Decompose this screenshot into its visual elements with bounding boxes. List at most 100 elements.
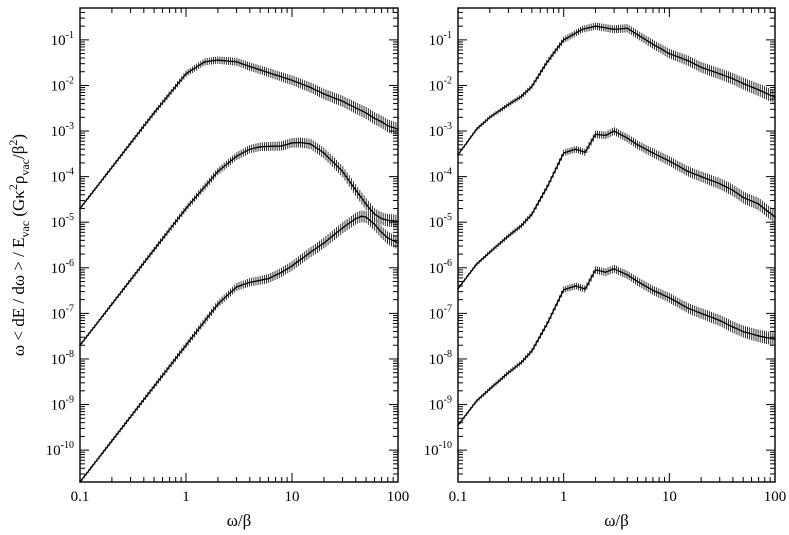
data-point xyxy=(355,107,357,109)
data-point xyxy=(267,277,270,280)
data-point xyxy=(267,145,270,148)
y-tick-label: 10-2 xyxy=(429,75,452,94)
x-tick-label: 100 xyxy=(764,489,787,505)
data-point xyxy=(757,89,760,91)
data-point xyxy=(380,217,383,220)
data-point xyxy=(613,130,615,132)
data-point xyxy=(687,170,689,173)
data-point xyxy=(626,27,629,30)
y-tick-label: 10-9 xyxy=(51,395,74,414)
x-tick-label: 0.1 xyxy=(71,489,90,505)
data-point xyxy=(397,220,399,223)
y-tick-label: 10-9 xyxy=(429,395,452,414)
data-point xyxy=(732,189,734,192)
data-point xyxy=(562,39,565,41)
data-point xyxy=(373,213,376,215)
data-point xyxy=(355,189,357,192)
data-point xyxy=(79,481,81,483)
data-point xyxy=(373,117,376,120)
series-line xyxy=(79,215,399,483)
data-point xyxy=(386,219,389,222)
y-tick-label: 10-1 xyxy=(429,30,452,49)
x-tick-label: 1 xyxy=(560,489,568,505)
data-point xyxy=(259,146,261,148)
data-point xyxy=(507,371,510,374)
data-point xyxy=(457,154,459,156)
data-point xyxy=(742,196,744,199)
data-point xyxy=(365,203,367,205)
data-point xyxy=(613,28,615,31)
series-line xyxy=(79,141,399,346)
data-point xyxy=(757,335,760,337)
data-point xyxy=(718,182,721,185)
series-2 xyxy=(79,137,399,347)
y-tick-label: 10-8 xyxy=(51,349,74,368)
data-point xyxy=(636,33,639,36)
data-point xyxy=(700,175,702,178)
data-point xyxy=(594,25,597,27)
x-tick-label: 100 xyxy=(387,489,410,505)
data-point xyxy=(380,231,383,234)
y-tick-label: 10-3 xyxy=(429,121,452,140)
x-axis-label: ω/β xyxy=(604,511,629,530)
data-point xyxy=(323,93,325,95)
data-point xyxy=(355,217,357,220)
x-tick-label: 10 xyxy=(285,489,300,505)
data-point xyxy=(79,344,81,347)
right-panel: 0.1 1 10 100 10-10 10-9 10-8 10-7 10-6 10-5 10-4 10… xyxy=(424,7,787,530)
data-point xyxy=(652,43,654,46)
data-point xyxy=(531,85,533,88)
data-point xyxy=(291,142,293,144)
data-point xyxy=(217,303,219,305)
series-3 xyxy=(79,210,399,483)
data-point xyxy=(668,296,671,299)
data-point xyxy=(380,120,383,123)
y-tick-label: 10-10 xyxy=(46,440,74,459)
data-point xyxy=(274,74,277,76)
data-point xyxy=(299,141,302,144)
left-panel: 0.1 1 10 100 10-10 10-9 10-8 10-7 10-6 10-5 10-4 10… xyxy=(46,7,410,530)
data-point xyxy=(668,160,671,162)
data-point xyxy=(584,288,587,290)
data-point xyxy=(718,319,721,322)
data-point xyxy=(185,73,187,75)
plot-frame xyxy=(79,7,399,483)
y-axis-label: ω < dE / dω > / Evac (Gκ2ρvac/β2) xyxy=(6,134,32,356)
data-point xyxy=(613,268,615,270)
series-2 xyxy=(457,127,776,290)
data-point xyxy=(291,79,293,82)
y-tick-label: 10-4 xyxy=(429,167,452,186)
data-point xyxy=(249,65,251,68)
data-point xyxy=(546,185,549,188)
data-point xyxy=(475,263,478,265)
data-point xyxy=(636,280,639,283)
y-tick-label: 10-2 xyxy=(51,75,74,94)
x-axis-label: ω/β xyxy=(227,511,252,530)
data-point xyxy=(475,128,478,130)
data-point xyxy=(594,133,597,136)
data-point xyxy=(732,326,734,328)
data-point xyxy=(574,148,577,150)
data-point xyxy=(475,400,478,402)
data-point xyxy=(489,388,491,390)
y-tick-label: 10-4 xyxy=(51,167,74,186)
data-point xyxy=(652,152,654,154)
y-tick-label: 10-8 xyxy=(429,349,452,368)
series-1 xyxy=(457,22,776,156)
data-point xyxy=(742,82,744,85)
data-point xyxy=(594,269,597,271)
y-tick-label: 10-5 xyxy=(51,212,74,231)
data-point xyxy=(687,307,689,309)
data-point xyxy=(668,52,671,55)
data-point xyxy=(365,112,367,114)
data-point xyxy=(309,251,312,253)
data-point xyxy=(323,152,325,154)
data-point xyxy=(280,271,283,274)
series-line xyxy=(457,130,776,289)
data-point xyxy=(574,285,577,287)
data-point xyxy=(531,213,533,215)
data-point xyxy=(373,223,376,226)
data-point xyxy=(520,361,523,363)
data-point xyxy=(562,288,565,291)
data-point xyxy=(79,207,81,210)
